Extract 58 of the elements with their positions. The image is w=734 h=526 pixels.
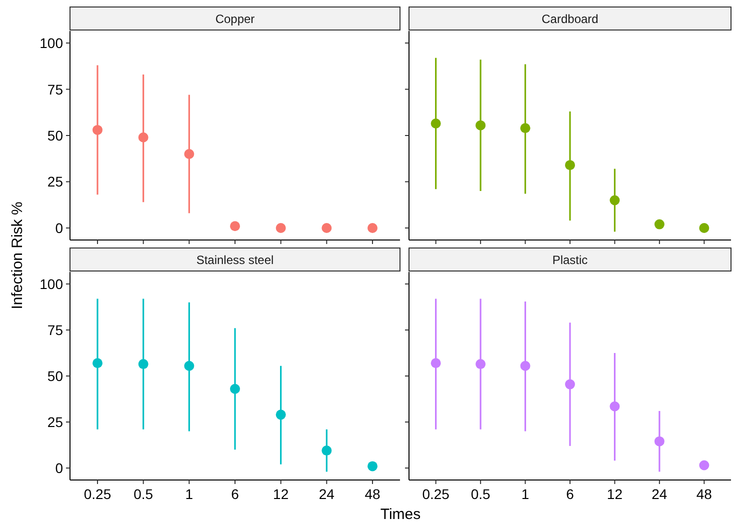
point [610,195,620,206]
x-tick-label: 12 [273,486,289,502]
x-tick-label: 12 [606,486,623,502]
x-tick-label: 0.5 [470,486,490,502]
x-tick-label: 0.25 [422,486,450,502]
chart-title: Plastic [552,253,588,267]
y-tick-label: 25 [47,414,64,430]
chart-title: Stainless steel [196,253,274,267]
point [276,222,286,233]
point [654,219,664,230]
y-tick-label: 0 [55,220,64,236]
y-tick-label: 25 [47,174,64,190]
x-tick-label: 6 [566,486,574,502]
x-axis-title: Times [380,506,421,523]
chart-title: Copper [215,12,255,26]
x-tick-label: 0.25 [84,486,112,502]
x-tick-label: 0.5 [134,486,154,502]
x-tick-label: 1 [185,486,194,502]
point [699,460,710,470]
x-tick-label: 1 [521,486,530,502]
point [430,358,441,368]
point [654,436,664,446]
x-tick-label: 6 [231,486,240,502]
point [184,148,194,159]
x-tick-label: 24 [318,486,335,502]
point [565,160,575,170]
point [430,118,441,128]
point [322,446,332,456]
chart-title: Cardboard [542,12,598,26]
point [699,222,710,233]
point [520,123,530,134]
point [322,222,332,233]
y-tick-label: 50 [47,128,64,144]
point [610,401,620,412]
point [520,360,530,371]
x-tick-label: 24 [652,486,668,502]
y-tick-label: 50 [47,368,64,384]
point [476,359,486,370]
y-axis-title: Infection Risk % [9,202,26,310]
point [184,360,194,371]
point [565,379,575,390]
point [476,120,486,130]
point [138,132,148,142]
x-tick-label: 48 [364,486,380,502]
point [92,124,102,135]
point [230,221,240,232]
point [92,358,102,368]
y-tick-label: 0 [55,460,64,476]
y-tick-label: 100 [40,35,64,52]
point [368,461,378,472]
point [138,359,148,370]
point [368,222,378,233]
y-tick-label: 100 [40,276,64,292]
y-tick-label: 75 [47,322,64,338]
point [276,410,286,420]
point [230,384,240,394]
x-tick-label: 48 [696,486,712,502]
y-tick-label: 75 [47,81,64,98]
